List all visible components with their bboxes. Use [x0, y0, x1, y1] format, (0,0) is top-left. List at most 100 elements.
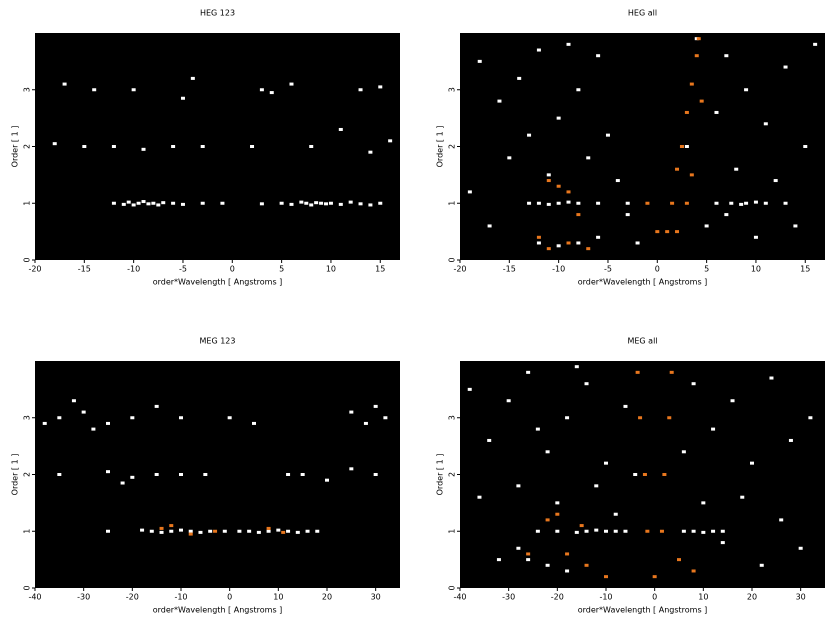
x-tick-label: 0: [230, 265, 235, 274]
point: [604, 461, 608, 465]
point: [696, 37, 701, 41]
point: [256, 530, 261, 534]
point: [613, 512, 618, 516]
point: [227, 416, 232, 420]
point: [111, 201, 116, 205]
point: [623, 404, 628, 408]
panel-title: MEG all: [627, 337, 657, 346]
point: [635, 241, 640, 245]
point: [141, 147, 146, 151]
x-tick-label: -5: [604, 265, 612, 274]
x-tick-label: -20: [551, 593, 564, 602]
point: [363, 421, 368, 425]
point: [555, 501, 560, 505]
x-tick-label: -30: [77, 593, 90, 602]
x-tick-label: 10: [273, 593, 283, 602]
x-tick-label: -10: [127, 265, 140, 274]
y-tick-label: 0: [448, 257, 457, 262]
plot-area: [460, 361, 825, 588]
point: [526, 552, 531, 556]
point: [704, 224, 709, 228]
point: [711, 529, 716, 533]
point: [536, 241, 541, 245]
point: [190, 76, 195, 80]
point: [527, 133, 532, 137]
y-tick-label: 0: [23, 585, 32, 590]
point: [159, 530, 164, 534]
point: [605, 133, 610, 137]
point: [314, 201, 319, 205]
point: [506, 399, 511, 403]
point: [556, 184, 561, 188]
point: [487, 438, 492, 442]
x-tick-label: -20: [453, 265, 466, 274]
point: [691, 529, 696, 533]
x-tick-label: -20: [126, 593, 139, 602]
point: [383, 416, 388, 420]
point: [309, 145, 314, 148]
point: [358, 202, 363, 206]
x-tick-label: 30: [371, 593, 381, 602]
panel-title: HEG all: [628, 9, 657, 18]
point: [388, 139, 393, 143]
point: [555, 529, 560, 533]
point: [169, 529, 174, 533]
point: [701, 530, 706, 534]
point: [200, 145, 205, 148]
point: [546, 247, 551, 251]
point: [773, 179, 778, 183]
point: [546, 202, 551, 206]
point: [740, 495, 745, 499]
point: [368, 203, 373, 207]
x-tick-label: -10: [174, 593, 187, 602]
point: [289, 82, 294, 86]
point: [300, 473, 305, 476]
point: [546, 173, 551, 177]
point: [467, 190, 472, 194]
point: [259, 88, 264, 92]
point: [141, 200, 146, 204]
point: [604, 529, 608, 533]
point: [161, 201, 166, 205]
point: [179, 416, 183, 420]
y-tick-label: 3: [23, 415, 32, 420]
point: [566, 241, 571, 245]
point: [555, 512, 560, 516]
point: [594, 484, 599, 488]
x-axis-label: order*Wavelength [ Angstroms ]: [578, 278, 708, 287]
point: [652, 575, 657, 579]
point: [247, 529, 252, 533]
x-tick-label: 0: [655, 265, 660, 274]
x-tick-label: 10: [326, 265, 336, 274]
point: [594, 528, 599, 532]
x-tick-label: -10: [552, 265, 565, 274]
point: [576, 88, 581, 92]
point: [111, 145, 116, 148]
point: [604, 575, 608, 579]
point: [295, 530, 300, 534]
point: [720, 529, 725, 533]
point: [154, 473, 159, 476]
point: [565, 416, 570, 420]
point: [309, 203, 314, 207]
point: [305, 529, 310, 533]
point: [180, 202, 185, 206]
point: [689, 173, 694, 177]
point: [681, 529, 686, 533]
point: [149, 529, 154, 533]
y-tick-label: 1: [23, 529, 32, 534]
point: [546, 179, 551, 183]
point: [121, 202, 126, 206]
point: [378, 85, 383, 89]
point: [730, 399, 735, 403]
point: [92, 88, 97, 92]
point: [146, 202, 151, 206]
x-tick-label: -10: [599, 593, 612, 602]
point: [120, 481, 125, 485]
point: [348, 200, 353, 204]
point: [516, 546, 521, 550]
point: [734, 167, 739, 171]
point: [586, 247, 591, 251]
point: [358, 88, 363, 92]
point: [556, 244, 561, 248]
